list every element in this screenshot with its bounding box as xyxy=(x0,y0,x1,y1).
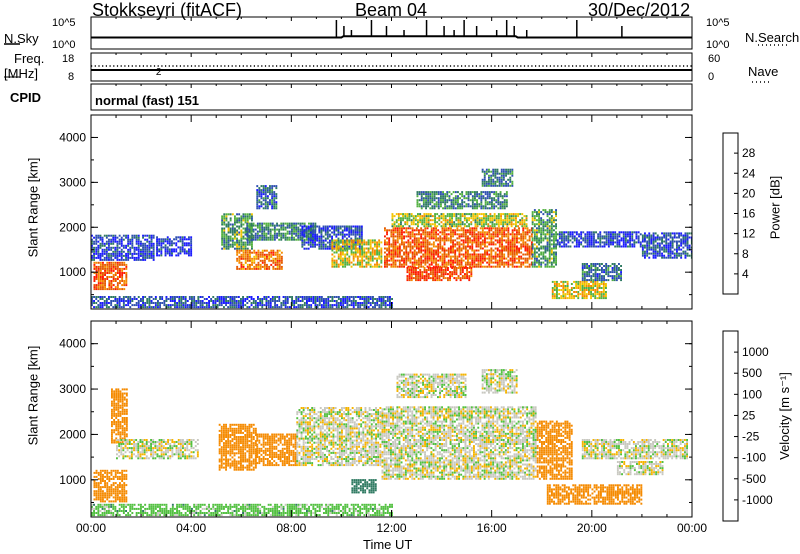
velocity-region xyxy=(93,469,128,503)
power-region xyxy=(551,280,607,300)
power-region xyxy=(331,239,383,268)
velocity-region xyxy=(296,407,382,467)
power-region xyxy=(156,236,193,257)
power-region xyxy=(384,227,533,268)
velocity-region xyxy=(256,433,297,467)
freq-label: Freq. xyxy=(14,51,45,66)
nsky-label: N.Sky xyxy=(4,31,39,46)
x-axis-label: Time UT xyxy=(363,537,413,552)
velocity-ytick-label: 4000 xyxy=(59,337,86,351)
velocity-region xyxy=(218,423,257,471)
velocity-ytick-label: 1000 xyxy=(59,473,86,487)
velocity-ytick-label: 3000 xyxy=(59,382,86,396)
velocity-colorbar-tick-label: 100 xyxy=(742,387,762,401)
power-data xyxy=(91,168,692,309)
velocity-colorbar-tick-label: -1000 xyxy=(742,493,773,507)
x-tick-label: 00:00 xyxy=(677,521,707,535)
velocity-colorbar-tick-label: 500 xyxy=(742,366,762,380)
power-colorbar-tick-label: 24 xyxy=(742,166,756,180)
power-ytick-label: 2000 xyxy=(59,220,86,234)
velocity-region xyxy=(116,439,199,460)
power-region xyxy=(391,213,528,228)
power-region xyxy=(581,263,622,282)
velocity-colorbar-tick-label: 25 xyxy=(742,408,756,422)
power-colorbar-tick-label: 12 xyxy=(742,227,756,241)
power-region xyxy=(91,234,155,261)
power-colorbar-tick-label: 8 xyxy=(742,247,749,261)
power-colorbar-tick-label: 28 xyxy=(742,146,756,160)
power-region xyxy=(406,267,473,282)
power-region xyxy=(246,222,317,241)
x-tick-label: 20:00 xyxy=(577,521,607,535)
velocity-region xyxy=(381,406,537,480)
velocity-region xyxy=(481,369,518,394)
velocity-region xyxy=(111,388,128,444)
freq-panel xyxy=(90,52,693,82)
nsky-tick-bottom: 10^0 xyxy=(52,39,76,51)
x-tick-label: 04:00 xyxy=(176,521,206,535)
velocity-colorbar-frame xyxy=(722,330,739,522)
nsky-tick-top: 10^5 xyxy=(52,17,76,29)
velocity-data xyxy=(91,369,688,517)
velocity-region xyxy=(536,420,573,480)
power-region xyxy=(91,296,393,309)
velocity-region xyxy=(351,479,377,494)
nave-tick-top: 60 xyxy=(708,53,721,65)
power-region xyxy=(93,261,128,291)
velocity-region xyxy=(396,373,467,399)
nsky-trace xyxy=(91,35,692,39)
freq-annotation: 2 xyxy=(156,67,162,78)
power-colorbar-tick-label: 4 xyxy=(742,267,749,281)
x-tick-label: 16:00 xyxy=(477,521,507,535)
power-region xyxy=(416,191,508,210)
x-tick-label: 00:00 xyxy=(76,521,106,535)
date-title: 30/Dec/2012 xyxy=(588,0,691,20)
nave-tick-bottom: 0 xyxy=(708,71,715,83)
power-ytick-label: 4000 xyxy=(59,130,86,144)
x-tick-label: 08:00 xyxy=(276,521,306,535)
velocity-colorbar-tick-label: -100 xyxy=(742,451,766,465)
beam-title: Beam 04 xyxy=(355,0,428,20)
freq-tick-bottom: 8 xyxy=(68,71,75,83)
velocity-panel xyxy=(90,320,693,518)
power-region xyxy=(556,231,642,248)
power-panel xyxy=(90,114,693,310)
x-tick-label: 12:00 xyxy=(376,521,406,535)
nsearch-tick-top: 10^5 xyxy=(706,17,730,29)
power-region xyxy=(236,249,283,270)
cpid-label: CPID xyxy=(10,90,42,105)
power-colorbar-tick-label: 16 xyxy=(742,207,756,221)
power-region xyxy=(531,209,557,268)
power-region xyxy=(256,185,278,210)
nsearch-tick-bottom: 10^0 xyxy=(706,39,730,51)
velocity-colorbar-tick-label: 1000 xyxy=(742,345,769,359)
velocity-region xyxy=(581,439,688,460)
velocity-colorbar-tick-label: -500 xyxy=(742,472,766,486)
power-region xyxy=(641,232,692,259)
nsky-panel xyxy=(90,16,693,50)
velocity-ytick-label: 2000 xyxy=(59,427,86,441)
velocity-region xyxy=(91,503,393,517)
station-title: Stokkseyri (fitACF) xyxy=(92,0,243,20)
power-ytick-label: 3000 xyxy=(59,175,86,189)
power-ytick-label: 1000 xyxy=(59,265,86,279)
cpid-value: normal (fast) 151 xyxy=(95,93,200,108)
nave-label: Nave xyxy=(748,64,779,79)
power-region xyxy=(481,168,514,187)
power-colorbar-tick-label: 20 xyxy=(742,186,756,200)
nsearch-label: N.Search xyxy=(745,30,800,45)
velocity-colorbar-tick-label: -25 xyxy=(742,430,760,444)
velocity-region xyxy=(546,484,643,505)
velocity-region xyxy=(616,461,664,476)
freq-tick-top: 18 xyxy=(62,53,75,65)
